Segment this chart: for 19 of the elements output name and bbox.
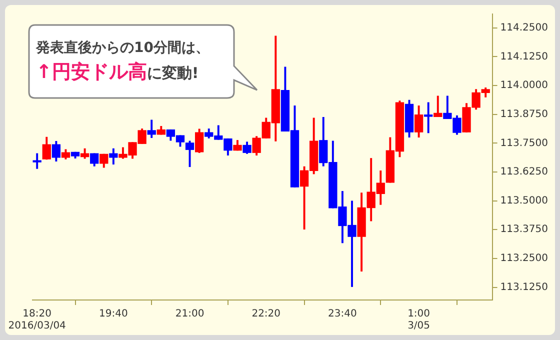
x-tick-label: 23:40 <box>328 308 357 320</box>
y-tick-label: 113.2500 <box>500 253 548 264</box>
y-tick-label: 114.2500 <box>500 22 548 34</box>
y-tick-label: 113.7500 <box>500 138 548 149</box>
y-tick-label: 113.3750 <box>500 224 548 236</box>
x-tick-label: 22:20 <box>252 308 281 320</box>
x-tick-label: 18:20 2016/03/04 <box>8 308 66 332</box>
annotation: に変動! <box>146 64 199 82</box>
x-tick-label: 21:00 <box>175 308 204 320</box>
x-tick-label: 1:00 3/05 <box>408 308 430 332</box>
y-tick-label: 113.1250 <box>500 282 548 293</box>
annotation: ↑円安ドル高 <box>36 61 147 83</box>
y-tick-label: 113.6250 <box>500 166 548 178</box>
x-tick-label: 19:40 <box>99 308 128 320</box>
y-tick-label: 114.0000 <box>500 80 548 92</box>
y-tick-label: 113.8750 <box>500 108 548 120</box>
y-tick-label: 114.1250 <box>500 51 548 62</box>
annotation: 発表直後からの10分間は、 <box>36 39 210 58</box>
y-tick-label: 113.5000 <box>500 195 548 206</box>
